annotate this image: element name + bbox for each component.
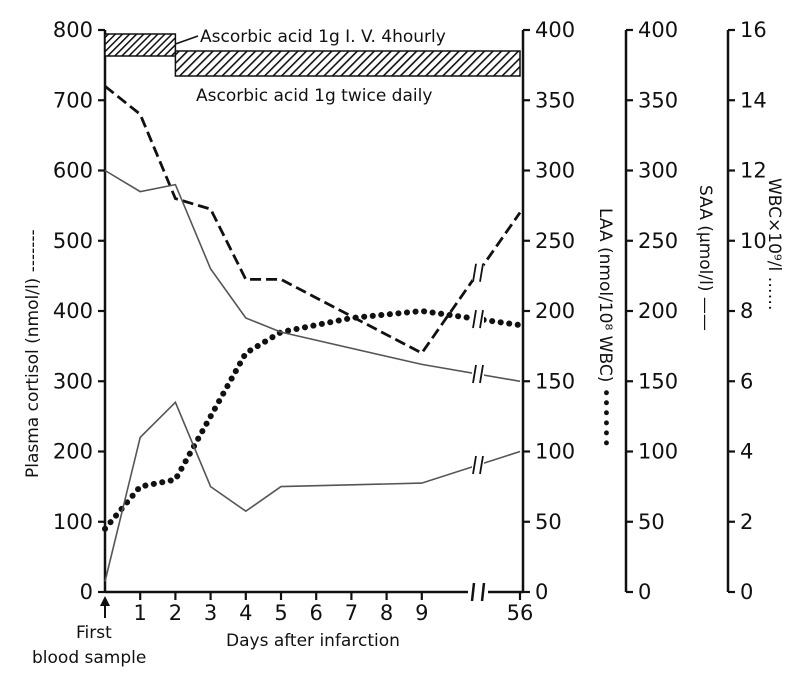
first-sample-label-line1: First [76,623,112,643]
laa-tick-label: 350 [535,88,575,112]
saa-tick-label: 200 [638,299,678,323]
tick-layer: 0100200300400500600700800050100150200250… [53,18,767,625]
saa-tick-label: 50 [638,510,665,534]
iv-bar-leader [175,35,199,45]
wbc-tick-label: 2 [740,510,753,534]
saa-tick-label: 350 [638,88,678,112]
x-tick-label: 4 [239,601,252,625]
saa-axis-title: SAA (µmol/l) —— [695,185,715,331]
series-break-marker [472,309,484,329]
x-tick-label: 2 [169,601,182,625]
oral-treatment-bar [174,50,521,77]
saa-tick-label: 250 [638,229,678,253]
series-line-plasma-cortisol [104,85,522,355]
saa-tick-label: 300 [638,159,678,183]
saa-tick-label: 150 [638,369,678,393]
wbc-tick-label: 6 [740,369,753,393]
x-axis-break-marker [468,582,488,602]
series-break-marker [472,364,484,384]
wbc-tick-label: 4 [740,440,753,464]
oral-bar-label: Ascorbic acid 1g twice daily [196,86,432,106]
laa-axis-title: LAA (nmol/10⁸ WBC) •••••• [595,208,615,448]
wbc-tick-label: 16 [740,18,767,42]
wbc-tick-label: 0 [740,580,753,604]
x-tick-label: 8 [380,601,393,625]
laa-tick-label: 150 [535,369,575,393]
wbc-axis-title: WBC×10⁹/l …… [764,178,784,311]
left-tick-label: 0 [80,580,93,604]
left-tick-label: 200 [53,440,93,464]
x-tick-label: 7 [345,601,358,625]
saa-tick-label: 0 [638,580,651,604]
left-tick-label: 300 [53,369,93,393]
wbc-tick-label: 14 [740,88,767,112]
saa-tick-label: 400 [638,18,678,42]
left-axis-title: Plasma cortisol (nmol/l) ------- [23,229,43,478]
plot-frame [103,30,730,602]
series-break-marker [472,455,484,475]
x-tick-label: 3 [204,601,217,625]
left-tick-label: 600 [53,159,93,183]
wbc-tick-label: 10 [740,229,767,253]
x-tick-label: 9 [415,601,428,625]
treatment-bars [104,33,521,77]
laa-tick-label: 400 [535,18,575,42]
x-tick-label: 56 [507,601,534,625]
series-line-laa [102,307,523,532]
left-tick-label: 800 [53,18,93,42]
laa-tick-label: 50 [535,510,562,534]
laa-tick-label: 200 [535,299,575,323]
left-tick-label: 100 [53,510,93,534]
series-line-saa [104,169,521,383]
left-tick-label: 700 [53,88,93,112]
series-break-marker [472,263,484,282]
iv-bar-label: Ascorbic acid 1g I. V. 4hourly [200,27,446,47]
laa-tick-label: 0 [535,580,548,604]
x-tick-label: 6 [310,601,323,625]
iv-treatment-bar [104,33,177,57]
x-axis-title: Days after infarction [226,631,400,651]
series-line-wbc [104,400,521,582]
wbc-tick-label: 8 [740,299,753,323]
laa-tick-label: 100 [535,440,575,464]
saa-tick-label: 100 [638,440,678,464]
x-tick-label: 5 [274,601,287,625]
x-tick-label: 1 [134,601,147,625]
laa-tick-label: 300 [535,159,575,183]
left-tick-label: 500 [53,229,93,253]
laa-tick-label: 250 [535,229,575,253]
first-sample-label-line2: blood sample [32,648,146,668]
series-layer [102,85,523,582]
first-sample-arrow-icon [100,596,110,618]
left-tick-label: 400 [53,299,93,323]
wbc-tick-label: 12 [740,159,767,183]
